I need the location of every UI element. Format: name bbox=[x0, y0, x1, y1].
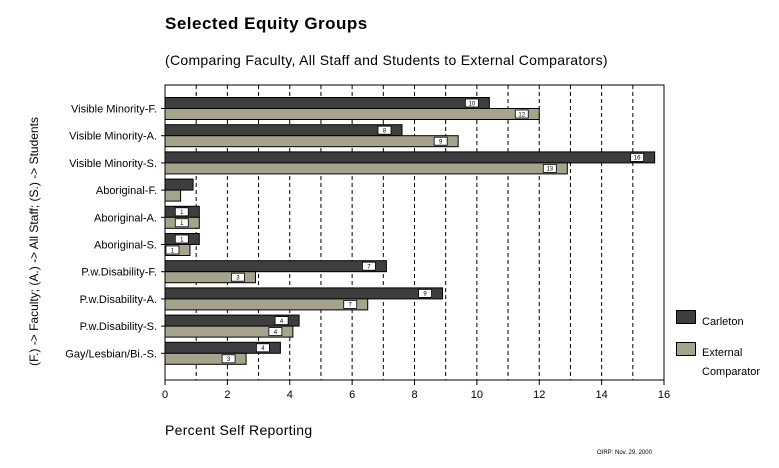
bar-external-comparator bbox=[164, 108, 540, 120]
data-label: 12 bbox=[518, 112, 525, 118]
data-label-box bbox=[221, 354, 236, 364]
data-label-box bbox=[174, 218, 189, 228]
category-label: Aboriginal-S. bbox=[94, 240, 157, 252]
bar-carleton bbox=[164, 287, 444, 300]
data-label-box bbox=[433, 136, 448, 146]
bar-external-comparator bbox=[164, 135, 459, 148]
bar-carleton bbox=[164, 151, 656, 164]
data-label-box bbox=[174, 234, 189, 244]
data-label-box bbox=[343, 299, 358, 309]
footnote: OIRP: Nov. 29, 2000 bbox=[597, 450, 652, 456]
data-label-box bbox=[542, 163, 557, 173]
data-label: 8 bbox=[383, 129, 387, 135]
data-label-box bbox=[268, 327, 283, 337]
data-label: 9 bbox=[423, 292, 427, 298]
x-tick-label: 2 bbox=[224, 389, 230, 401]
bar-external-comparator bbox=[164, 352, 247, 365]
x-tick-label: 12 bbox=[533, 389, 545, 401]
data-label: 7 bbox=[349, 303, 353, 309]
bar-external-comparator bbox=[164, 162, 568, 175]
x-axis-label: Percent Self Reporting bbox=[165, 422, 313, 438]
legend-swatch-external-comparator bbox=[676, 342, 696, 356]
data-label: 10 bbox=[469, 101, 476, 107]
category-label: Visible Minority-F. bbox=[71, 104, 157, 116]
data-label-box bbox=[514, 109, 529, 119]
chart-subtitle: (Comparing Faculty, All Staff and Studen… bbox=[165, 52, 608, 68]
bar-external-comparator bbox=[164, 298, 369, 311]
data-label-box bbox=[464, 98, 479, 108]
category-label: Gay/Lesbian/Bi.-S. bbox=[65, 348, 157, 360]
chart-title: Selected Equity Groups bbox=[165, 14, 368, 33]
data-label: 1 bbox=[180, 237, 184, 243]
legend-label-carleton: Carleton bbox=[702, 316, 744, 328]
x-tick-label: 8 bbox=[411, 389, 417, 401]
data-label-box bbox=[231, 272, 245, 282]
data-label-box bbox=[418, 288, 432, 298]
data-label-box bbox=[165, 245, 180, 255]
legend-label-external-line1: External bbox=[702, 347, 743, 359]
x-tick-label: 6 bbox=[349, 389, 355, 401]
legend-swatch-carleton bbox=[676, 310, 696, 324]
category-label: Aboriginal-A. bbox=[94, 212, 157, 224]
data-label: 13 bbox=[546, 167, 553, 173]
bar-carleton bbox=[164, 124, 403, 137]
category-label: Visible Minority-S. bbox=[69, 158, 157, 170]
x-tick-label: 4 bbox=[287, 389, 293, 401]
data-label: 3 bbox=[236, 276, 240, 282]
bar-carleton bbox=[164, 97, 490, 109]
bar-carleton bbox=[164, 260, 387, 273]
data-label: 1 bbox=[180, 210, 184, 216]
y-axis-title: (F.) -> Faculty; (A.) -> All Staff; (S.)… bbox=[27, 117, 41, 366]
x-tick-label: 14 bbox=[596, 389, 608, 401]
data-label-box bbox=[255, 343, 270, 353]
data-label: 7 bbox=[367, 265, 371, 271]
data-label-box bbox=[377, 125, 392, 135]
legend-label-external-line2: Comparator bbox=[702, 366, 761, 378]
data-label: 3 bbox=[227, 357, 231, 363]
data-label: 1 bbox=[180, 221, 184, 227]
data-label-box bbox=[274, 316, 289, 326]
data-label: 4 bbox=[261, 346, 265, 352]
bar-external-comparator bbox=[164, 325, 294, 338]
category-label: Aboriginal-F. bbox=[96, 185, 157, 197]
bar-carleton bbox=[164, 178, 194, 191]
data-label: 9 bbox=[439, 140, 443, 146]
bar-external-comparator bbox=[164, 189, 182, 202]
data-label: 4 bbox=[280, 319, 284, 325]
data-label-box bbox=[174, 207, 189, 217]
category-label: P.w.Disability-F. bbox=[81, 267, 157, 279]
category-label: Visible Minority-A. bbox=[69, 131, 157, 143]
data-label: 4 bbox=[274, 330, 278, 336]
data-label-box bbox=[630, 152, 645, 162]
data-label: 16 bbox=[634, 156, 641, 162]
x-tick-label: 10 bbox=[471, 389, 483, 401]
category-label: P.w.Disability-A. bbox=[80, 294, 157, 306]
category-label: P.w.Disability-S. bbox=[80, 321, 157, 333]
bar-external-comparator bbox=[164, 271, 256, 284]
x-tick-label: 16 bbox=[658, 389, 670, 401]
data-label: 1 bbox=[171, 248, 175, 254]
data-label-box bbox=[362, 261, 376, 271]
x-tick-label: 0 bbox=[162, 389, 168, 401]
